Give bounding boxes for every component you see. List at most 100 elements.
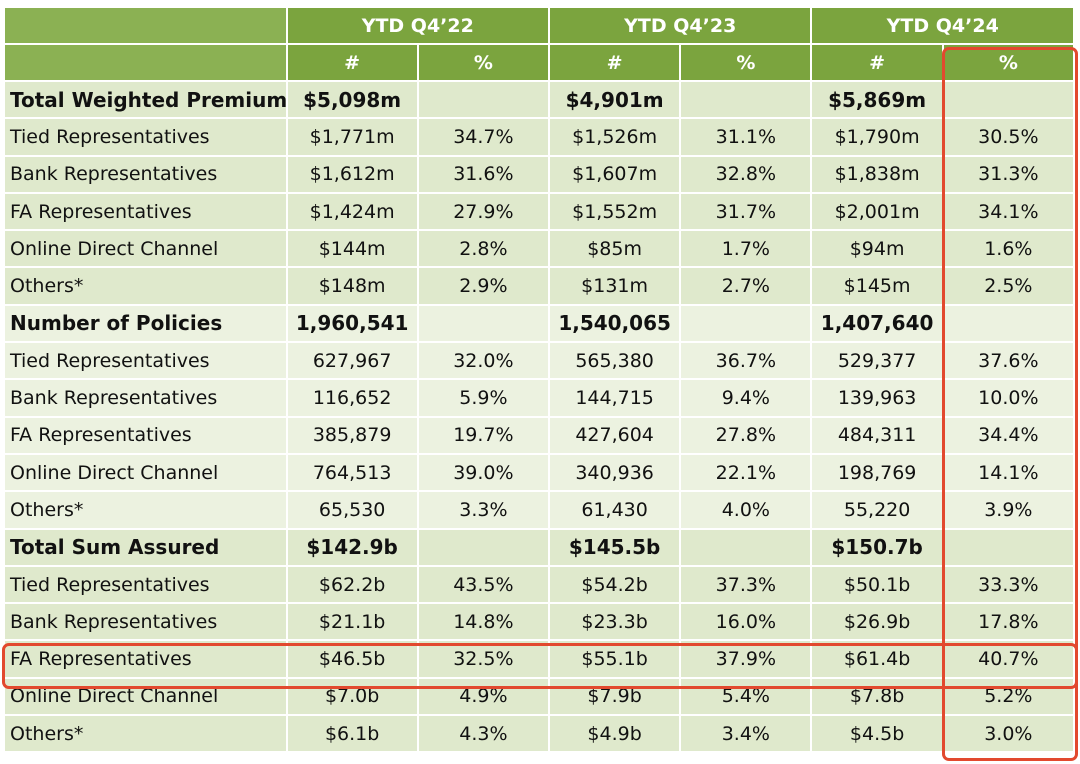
count-cell: $4.5b <box>812 716 942 752</box>
percent-column-header: % <box>418 45 548 80</box>
percent-cell: 27.9% <box>418 193 548 230</box>
percent-cell: 14.8% <box>418 604 548 640</box>
percent-cell: 1.6% <box>943 231 1073 267</box>
section-total-row: Total Weighted Premium $5,098m $4,901m $5,8… <box>5 82 1073 118</box>
section-title: Number of Policies <box>5 305 286 342</box>
period-header-row: YTD Q4’22 YTD Q4’23 YTD Q4’24 <box>5 8 1073 43</box>
count-cell: 565,380 <box>550 343 680 379</box>
section-total-value: $142.9b <box>287 529 417 565</box>
percent-cell: 3.9% <box>943 492 1073 528</box>
channel-label: FA Representatives <box>5 417 286 453</box>
percent-cell: 37.6% <box>943 343 1073 379</box>
count-cell: $145m <box>812 268 942 304</box>
period-header: YTD Q4’22 <box>287 8 548 43</box>
percent-cell: 4.9% <box>418 678 548 715</box>
channel-label: Tied Representatives <box>5 119 286 155</box>
count-cell: $1,838m <box>812 156 942 192</box>
percent-cell: 27.8% <box>681 417 811 453</box>
table-row: Online Direct Channel $7.0b 4.9% $7.9b 5.4% $… <box>5 678 1073 715</box>
percent-cell: 14.1% <box>943 454 1073 491</box>
percent-cell: 3.3% <box>418 492 548 528</box>
channel-label: Online Direct Channel <box>5 231 286 267</box>
period-header: YTD Q4’23 <box>550 8 811 43</box>
section-title: Total Sum Assured <box>5 529 286 565</box>
count-cell: $4.9b <box>550 716 680 752</box>
table-row: Others* 65,530 3.3% 61,430 4.0% 55,220 3.9% <box>5 492 1073 528</box>
header-corner <box>5 45 286 80</box>
percent-cell: 34.1% <box>943 193 1073 230</box>
count-cell: $85m <box>550 231 680 267</box>
channel-label: Online Direct Channel <box>5 678 286 715</box>
percent-cell: 30.5% <box>943 119 1073 155</box>
count-cell: $1,612m <box>287 156 417 192</box>
count-cell: $21.1b <box>287 604 417 640</box>
empty-cell <box>681 82 811 118</box>
count-cell: $26.9b <box>812 604 942 640</box>
empty-cell <box>943 305 1073 342</box>
count-cell: $1,771m <box>287 119 417 155</box>
section-total-value: 1,407,640 <box>812 305 942 342</box>
percent-cell: 34.7% <box>418 119 548 155</box>
table-row: FA Representatives 385,879 19.7% 427,604 27.… <box>5 417 1073 453</box>
percent-column-header: % <box>943 45 1073 80</box>
channel-label: Others* <box>5 268 286 304</box>
count-cell: $144m <box>287 231 417 267</box>
channel-label: Bank Representatives <box>5 156 286 192</box>
percent-cell: 37.9% <box>681 641 811 677</box>
section-total-row: Number of Policies 1,960,541 1,540,065 1,40… <box>5 305 1073 342</box>
count-cell: $54.2b <box>550 566 680 603</box>
empty-cell <box>681 529 811 565</box>
metric-header-row: # % # % # % <box>5 45 1073 80</box>
count-cell: 61,430 <box>550 492 680 528</box>
count-cell: 427,604 <box>550 417 680 453</box>
channel-label: Bank Representatives <box>5 604 286 640</box>
channel-label: FA Representatives <box>5 193 286 230</box>
count-cell: $50.1b <box>812 566 942 603</box>
percent-cell: 31.6% <box>418 156 548 192</box>
section-total-value: $5,869m <box>812 82 942 118</box>
percent-cell: 32.0% <box>418 343 548 379</box>
count-cell: 116,652 <box>287 380 417 416</box>
percent-cell: 34.4% <box>943 417 1073 453</box>
count-cell: $7.0b <box>287 678 417 715</box>
section-total-value: $4,901m <box>550 82 680 118</box>
section-total-value: $145.5b <box>550 529 680 565</box>
percent-cell: 39.0% <box>418 454 548 491</box>
count-cell: $6.1b <box>287 716 417 752</box>
percent-cell: 16.0% <box>681 604 811 640</box>
count-cell: $94m <box>812 231 942 267</box>
count-column-header: # <box>287 45 417 80</box>
period-header: YTD Q4’24 <box>812 8 1073 43</box>
percent-cell: 43.5% <box>418 566 548 603</box>
percent-cell: 1.7% <box>681 231 811 267</box>
section-total-value: $150.7b <box>812 529 942 565</box>
percent-cell: 4.3% <box>418 716 548 752</box>
empty-cell <box>418 82 548 118</box>
empty-cell <box>943 529 1073 565</box>
channel-label: Bank Representatives <box>5 380 286 416</box>
count-cell: $55.1b <box>550 641 680 677</box>
count-cell: $1,552m <box>550 193 680 230</box>
section-total-value: $5,098m <box>287 82 417 118</box>
count-cell: 385,879 <box>287 417 417 453</box>
percent-cell: 32.8% <box>681 156 811 192</box>
count-cell: $7.9b <box>550 678 680 715</box>
table-row: Bank Representatives 116,652 5.9% 144,715 9.… <box>5 380 1073 416</box>
table-row: FA Representatives $1,424m 27.9% $1,552m 31.… <box>5 193 1073 230</box>
percent-cell: 5.4% <box>681 678 811 715</box>
channel-label: Others* <box>5 716 286 752</box>
channel-label: Online Direct Channel <box>5 454 286 491</box>
empty-cell <box>418 305 548 342</box>
percent-cell: 2.9% <box>418 268 548 304</box>
table-row: Tied Representatives 627,967 32.0% 565,380 3… <box>5 343 1073 379</box>
channel-breakdown-table: YTD Q4’22 YTD Q4’23 YTD Q4’24 # % # % # … <box>3 6 1075 753</box>
table-row: Bank Representatives $21.1b 14.8% $23.3b 16.… <box>5 604 1073 640</box>
percent-cell: 3.4% <box>681 716 811 752</box>
percent-cell: 2.5% <box>943 268 1073 304</box>
percent-cell: 4.0% <box>681 492 811 528</box>
percent-cell: 37.3% <box>681 566 811 603</box>
count-cell: $62.2b <box>287 566 417 603</box>
count-column-header: # <box>812 45 942 80</box>
count-cell: 529,377 <box>812 343 942 379</box>
channel-label: Tied Representatives <box>5 343 286 379</box>
